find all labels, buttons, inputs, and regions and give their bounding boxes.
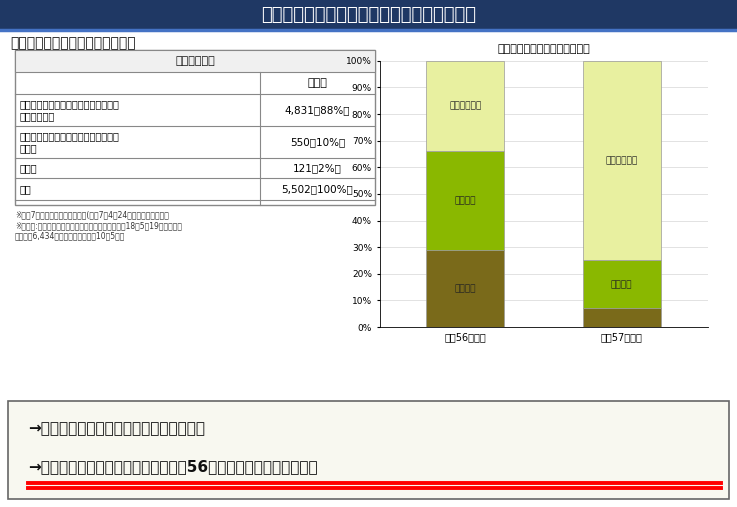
Text: 121（2%）: 121（2%）	[293, 163, 342, 173]
Text: （出典）平成7年阪神淡路大震災建築震災調査委員会中間報告: （出典）平成7年阪神淡路大震災建築震災調査委員会中間報告	[385, 232, 514, 241]
Text: 550（10%）: 550（10%）	[290, 137, 345, 147]
Text: その他: その他	[20, 163, 38, 173]
Text: 大破以上: 大破以上	[455, 284, 476, 293]
Text: 軽微・無被害: 軽微・無被害	[450, 101, 481, 111]
Text: →　現在の耐震基準を満たさない昭和56年以前の建物に被害が集中: → 現在の耐震基準を満たさない昭和56年以前の建物に被害が集中	[28, 459, 318, 475]
Bar	[582, 308, 660, 327]
Text: 中・小破: 中・小破	[611, 280, 632, 289]
Bar	[427, 250, 505, 327]
Bar	[15, 50, 375, 205]
Text: 軽微・無被害: 軽微・無被害	[606, 156, 638, 165]
Text: ・阪神・淡路大震災における状況: ・阪神・淡路大震災における状況	[10, 36, 136, 50]
Bar	[427, 61, 505, 151]
Text: ※平成7年度版「警察白書」より(平成7年4月24日現在）警察庁調べ: ※平成7年度版「警察白書」より(平成7年4月24日現在）警察庁調べ	[15, 210, 169, 219]
Text: 思われるもの: 思われるもの	[20, 111, 55, 121]
Text: →　死者数の大部分が建物等の倒壊が原因: → 死者数の大部分が建物等の倒壊が原因	[28, 421, 205, 437]
Text: 家屋、家具類等の倒壊による圧迫死と: 家屋、家具類等の倒壊による圧迫死と	[20, 99, 120, 109]
Text: るもの: るもの	[20, 143, 38, 153]
Title: 建築年別の被害状況（建築物）: 建築年別の被害状況（建築物）	[497, 45, 590, 55]
Bar	[427, 151, 505, 250]
Text: 死者数: 死者数	[307, 78, 327, 88]
Text: 死亡者の死因: 死亡者の死因	[175, 56, 215, 66]
Text: 焼死体（火傷死体）及びその疑いのあ: 焼死体（火傷死体）及びその疑いのあ	[20, 131, 120, 141]
Bar	[0, 0, 737, 30]
Text: ※消防庁:阪神・淡路大震災について（確定報、平成18年5月19日）による
死者数は6,434名、全壊住家数は約10万5千戸: ※消防庁:阪神・淡路大震災について（確定報、平成18年5月19日）による 死者数…	[15, 221, 182, 240]
Bar	[15, 50, 375, 72]
Bar	[582, 261, 660, 308]
Text: 4,831（88%）: 4,831（88%）	[284, 105, 350, 115]
Text: 阪神・淡路大震災による建築物等に係る被害: 阪神・淡路大震災による建築物等に係る被害	[261, 6, 476, 24]
Bar	[582, 61, 660, 261]
Bar	[8, 401, 729, 499]
Text: 中・小破: 中・小破	[455, 196, 476, 205]
Text: 合計: 合計	[20, 184, 32, 194]
Text: 5,502（100%）: 5,502（100%）	[282, 184, 353, 194]
